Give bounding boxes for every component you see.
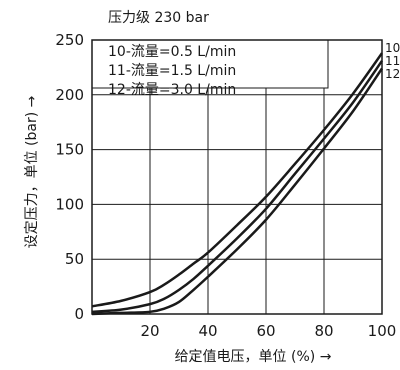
x-tick-label: 40 bbox=[198, 322, 217, 340]
x-tick-label: 80 bbox=[314, 322, 333, 340]
x-tick-label: 20 bbox=[140, 322, 159, 340]
series-end-label: 12 bbox=[385, 67, 400, 81]
series-end-label: 10 bbox=[385, 41, 400, 55]
series-line-11 bbox=[91, 60, 384, 314]
chart-title: 压力级 230 bar bbox=[108, 10, 209, 26]
legend-entry: 11-流量=1.5 L/min bbox=[108, 63, 236, 79]
x-tick-label: 100 bbox=[368, 322, 397, 340]
legend: 10-流量=0.5 L/min 11-流量=1.5 L/min 12-流量=3.0 … bbox=[91, 39, 329, 98]
y-tick-label: 250 bbox=[55, 31, 84, 49]
y-tick-label: 0 bbox=[74, 305, 84, 323]
tick-labels: 20 40 60 80 100 0 50 100 150 200 250 bbox=[55, 31, 396, 340]
x-tick-label: 60 bbox=[256, 322, 275, 340]
y-axis-title: 设定压力，单位 (bar) → bbox=[24, 95, 40, 248]
series-end-label: 11 bbox=[385, 54, 400, 68]
legend-entry: 10-流量=0.5 L/min bbox=[108, 44, 236, 60]
series-line-12 bbox=[91, 67, 384, 316]
legend-entry: 12-流量=3.0 L/min bbox=[108, 82, 236, 98]
x-axis-title: 给定值电压，单位 (%) → bbox=[175, 349, 332, 365]
plot-frame bbox=[91, 39, 383, 315]
y-tick-label: 200 bbox=[55, 86, 84, 104]
y-tick-label: 50 bbox=[65, 250, 84, 268]
series-line-10 bbox=[91, 52, 384, 308]
y-tick-label: 100 bbox=[55, 195, 84, 213]
y-tick-label: 150 bbox=[55, 141, 84, 159]
